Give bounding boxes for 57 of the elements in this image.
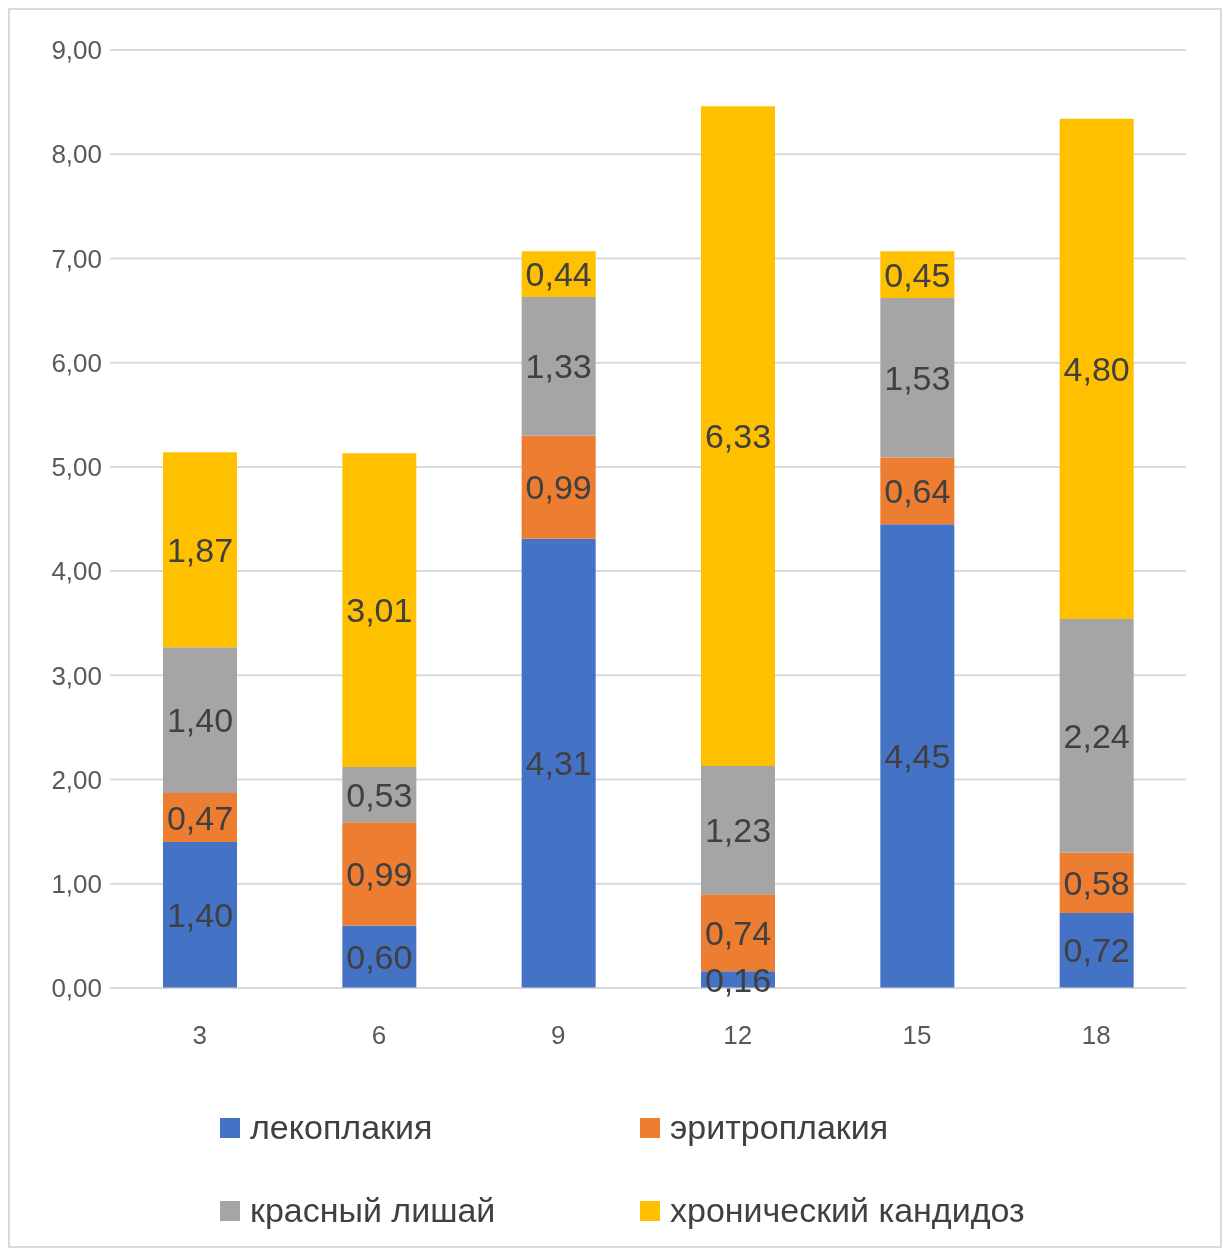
- y-tick-label: 2,00: [51, 764, 102, 795]
- data-label: 1,87: [166, 530, 234, 569]
- data-label: 1,33: [525, 347, 592, 386]
- bar: [1059, 619, 1134, 853]
- y-tick-label: 9,00: [51, 35, 102, 66]
- data-label: 6,33: [704, 417, 772, 456]
- data-label: 0,60: [346, 937, 413, 976]
- bar: [880, 524, 955, 988]
- x-tick-label: 15: [902, 1020, 932, 1051]
- x-tick-label: 6: [371, 1020, 387, 1051]
- x-tick-label: 18: [1081, 1020, 1111, 1051]
- data-label: 0,72: [1063, 931, 1130, 970]
- data-label: 0,58: [1063, 863, 1130, 902]
- bar: [521, 435, 596, 539]
- data-label: 0,45: [884, 255, 951, 294]
- y-tick-label: 5,00: [51, 452, 102, 483]
- legend-label: эритроплакия: [670, 1108, 889, 1147]
- bar: [521, 538, 596, 988]
- y-tick-label: 1,00: [51, 869, 102, 900]
- bar: [521, 297, 596, 436]
- bar: [163, 452, 237, 648]
- bar: [701, 766, 775, 895]
- data-label: 1,23: [704, 811, 772, 850]
- data-label: 0,53: [346, 775, 413, 814]
- data-label: 0,64: [884, 471, 951, 510]
- data-label: 0,44: [525, 255, 592, 294]
- x-tick-label: 12: [723, 1020, 753, 1051]
- bar: [1059, 118, 1134, 620]
- data-label: 1,53: [884, 358, 951, 397]
- data-label: 0,99: [346, 854, 413, 893]
- bar: [342, 822, 417, 926]
- y-tick-label: 7,00: [51, 243, 102, 274]
- data-label: 1,40: [166, 701, 234, 740]
- bar: [342, 453, 417, 768]
- data-label: 1,40: [166, 896, 234, 935]
- bar: [880, 298, 955, 458]
- data-label: 4,45: [884, 737, 951, 776]
- x-tick-label: 9: [551, 1020, 566, 1051]
- legend-label: хронический кандидоз: [670, 1191, 1025, 1230]
- data-label: 3,01: [346, 591, 413, 630]
- data-label: 4,80: [1063, 349, 1130, 388]
- bar: [163, 842, 237, 988]
- data-label: 4,31: [525, 744, 592, 783]
- data-label: 0,47: [166, 798, 234, 837]
- y-tick-label: 6,00: [51, 347, 102, 378]
- x-tick-label: 3: [192, 1020, 207, 1051]
- data-label: 0,99: [525, 468, 592, 507]
- bar: [701, 106, 775, 767]
- data-label: 2,24: [1063, 716, 1130, 755]
- bar: [163, 647, 237, 794]
- y-tick-label: 3,00: [51, 660, 102, 691]
- data-label: 0,74: [704, 913, 772, 952]
- y-tick-label: 8,00: [51, 139, 102, 170]
- legend-label: красный лишай: [250, 1191, 496, 1230]
- y-tick-label: 4,00: [51, 556, 102, 587]
- y-tick-label: 0,00: [51, 973, 102, 1004]
- legend-label: лекоплакия: [250, 1108, 433, 1147]
